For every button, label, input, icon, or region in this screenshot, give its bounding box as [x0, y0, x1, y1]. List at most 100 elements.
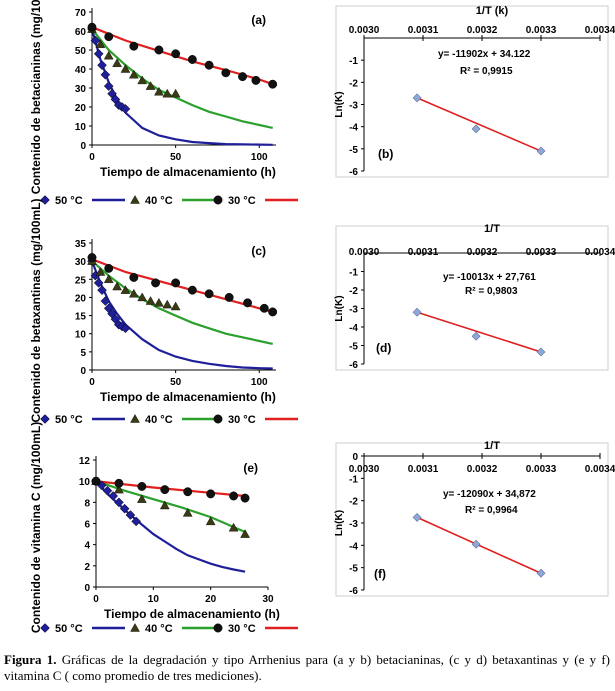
- x-axis-label: Tiempo de almacenamiento (h): [100, 165, 276, 179]
- regression-equation: y= -12090x + 34,872: [443, 489, 536, 500]
- legend-label: 50 °C: [55, 623, 83, 635]
- x-tick-label: 100: [251, 152, 268, 163]
- series-line-c50: [90, 28, 273, 146]
- data-point-circle: [154, 45, 164, 55]
- chart-panel-e: 0 2 4 6 8 10 12 0 10 20 30 (e) Tiempo de almacenamie…: [29, 422, 298, 635]
- y-tick-label: -6: [349, 167, 358, 178]
- y-tick-label: 50: [75, 46, 87, 57]
- y-tick-label: 10: [75, 330, 87, 341]
- y-tick-label: 20: [75, 293, 87, 304]
- y-tick-label: -1: [349, 268, 358, 279]
- y-tick-label: 15: [75, 312, 87, 323]
- data-point-circle: [160, 485, 170, 495]
- data-point-circle: [204, 60, 214, 70]
- y-tick-label: 0: [80, 141, 86, 152]
- data-point-diamond: [412, 307, 422, 317]
- y-tick-label: 0: [80, 366, 86, 377]
- y-tick-label: -3: [349, 305, 358, 316]
- data-point-diamond: [125, 510, 136, 520]
- regression-line: [416, 97, 542, 152]
- data-point-triangle: [154, 297, 164, 307]
- data-point-circle: [268, 79, 278, 89]
- data-point-triangle: [137, 494, 147, 503]
- y-tick-label: -2: [349, 286, 358, 297]
- data-point-diamond: [471, 331, 481, 341]
- data-point-diamond: [100, 296, 111, 306]
- data-point-circle: [224, 292, 234, 302]
- data-point-triangle: [112, 58, 122, 67]
- data-point-triangle: [182, 508, 193, 517]
- x-tick-label: 0.0031: [408, 247, 439, 258]
- data-point-circle: [129, 41, 139, 51]
- data-point-circle: [229, 491, 239, 501]
- y-axis-label: Ln(K): [334, 91, 345, 117]
- legend-label: 50 °C: [55, 414, 83, 426]
- x-tick-label: 0.0032: [467, 25, 498, 36]
- y-tick-label: 25: [75, 275, 87, 286]
- x-axis-title: 1/T: [484, 440, 500, 452]
- legend-marker: [213, 623, 223, 633]
- data-point-triangle: [240, 529, 250, 538]
- panel-label: (d): [376, 341, 391, 355]
- y-tick-label: 0: [84, 583, 90, 594]
- data-point-circle: [104, 32, 114, 42]
- panel-label: (c): [251, 244, 266, 258]
- chart-panel-c: 0 5 10 15 20 25 30 35 0 50 100 (c) Tiempo de almacen…: [29, 198, 298, 426]
- data-point-circle: [243, 298, 253, 308]
- data-point-triangle: [137, 75, 148, 85]
- x-tick-label: 0.0034: [585, 247, 615, 258]
- y-tick-label: 30: [75, 84, 87, 95]
- data-point-circle: [268, 307, 278, 317]
- data-point-triangle: [128, 288, 139, 298]
- data-point-diamond: [93, 48, 104, 59]
- y-tick-label: -4: [349, 323, 358, 334]
- y-tick-label: -6: [349, 586, 358, 597]
- data-point-triangle: [162, 299, 173, 309]
- y-tick-label: 70: [75, 8, 87, 19]
- y-tick-label: 5: [80, 348, 86, 359]
- data-point-diamond: [536, 347, 546, 357]
- x-tick-label: 50: [170, 152, 182, 163]
- series-line-c50: [95, 480, 246, 573]
- chart-frame: [335, 5, 609, 178]
- data-point-diamond: [114, 497, 124, 508]
- r-squared: R² = 0,9803: [465, 286, 518, 297]
- figure-caption: Figura 1. Gráficas de la degradación y t…: [4, 652, 610, 684]
- x-tick-label: 100: [251, 377, 268, 388]
- y-tick-label: -6: [349, 360, 358, 371]
- chart-frame: [335, 442, 609, 597]
- data-point-triangle: [103, 50, 114, 60]
- data-point-circle: [183, 487, 193, 497]
- data-point-triangle: [154, 86, 164, 96]
- legend-marker: [130, 623, 140, 632]
- y-axis-label: Contenido de betacianinas (mg/100mL): [29, 0, 43, 194]
- x-tick-label: 30: [262, 594, 274, 605]
- y-tick-label: -3: [349, 519, 358, 530]
- data-point-triangle: [205, 516, 216, 526]
- y-tick-label: 60: [75, 27, 87, 38]
- data-point-circle: [171, 49, 181, 59]
- data-point-triangle: [103, 274, 114, 283]
- x-tick-label: 0.0033: [526, 464, 557, 475]
- x-axis-label: Tiempo de almacenamiento (h): [104, 607, 280, 621]
- y-tick-label: 6: [84, 520, 90, 531]
- y-tick-label: 30: [75, 257, 87, 268]
- legend-marker: [40, 195, 50, 205]
- y-axis-label: Contenido de betaxantinas (mg/100mL): [29, 198, 43, 422]
- x-axis-title: 1/T (k): [476, 5, 509, 17]
- x-tick-label: 20: [205, 594, 217, 605]
- data-point-diamond: [90, 35, 101, 46]
- data-point-triangle: [114, 484, 124, 494]
- legend-label: 30 °C: [228, 414, 256, 426]
- data-point-diamond: [103, 81, 114, 91]
- y-tick-label: -4: [349, 541, 358, 552]
- data-point-diamond: [412, 512, 422, 522]
- data-point-circle: [206, 489, 216, 499]
- data-point-circle: [204, 289, 214, 299]
- legend-marker: [130, 195, 140, 204]
- x-axis-label: Tiempo de almacenamiento (h): [100, 390, 276, 404]
- legend-marker: [40, 414, 50, 424]
- x-axis-title: 1/T: [484, 223, 500, 235]
- x-tick-label: 0: [89, 152, 95, 163]
